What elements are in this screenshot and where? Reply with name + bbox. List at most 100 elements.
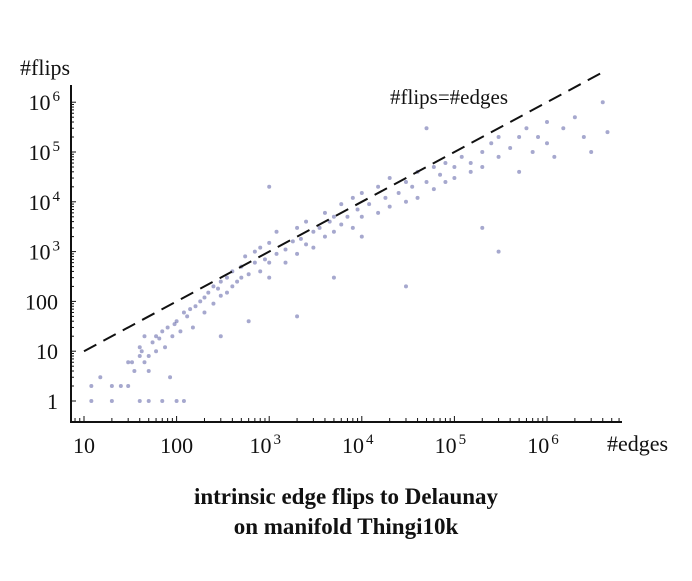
x-tick-label: 100: [160, 433, 193, 458]
data-point: [508, 146, 513, 151]
data-point: [243, 254, 248, 259]
data-point: [262, 257, 267, 262]
y-tick-label: 10 4: [29, 189, 61, 215]
data-point: [163, 345, 168, 350]
data-point: [403, 179, 408, 184]
data-point: [181, 310, 186, 315]
y-tick-label: 10 6: [29, 89, 61, 115]
data-point: [452, 164, 457, 169]
data-point: [376, 210, 381, 215]
data-point: [258, 269, 263, 274]
data-point: [359, 214, 364, 219]
data-point: [98, 375, 103, 380]
data-point: [424, 179, 429, 184]
data-point: [387, 204, 392, 209]
data-point: [178, 329, 183, 334]
data-point: [524, 126, 529, 131]
data-point: [331, 229, 336, 234]
data-point: [206, 290, 211, 295]
data-point: [126, 360, 131, 365]
data-point: [536, 135, 541, 140]
data-point: [246, 319, 251, 324]
data-point: [218, 279, 223, 284]
data-point: [230, 284, 235, 289]
reference-line-label: #flips=#edges: [390, 85, 508, 109]
data-point: [168, 375, 173, 380]
data-point: [274, 229, 279, 234]
data-point: [235, 279, 240, 284]
data-point: [157, 336, 162, 341]
data-point: [339, 202, 344, 207]
data-point: [489, 141, 494, 146]
data-point: [160, 329, 165, 334]
data-point: [387, 176, 392, 181]
data-point: [298, 236, 303, 241]
data-point: [283, 247, 288, 252]
data-point: [350, 225, 355, 230]
data-point: [142, 360, 147, 365]
data-point: [252, 260, 257, 265]
data-point: [202, 295, 207, 300]
data-point: [218, 293, 223, 298]
data-point: [283, 260, 288, 265]
data-point: [589, 150, 594, 154]
data-point: [355, 207, 360, 212]
data-point: [350, 195, 355, 200]
data-point: [267, 260, 272, 265]
data-point: [185, 314, 190, 319]
data-point: [605, 130, 610, 135]
data-point: [274, 251, 279, 256]
data-point: [496, 135, 501, 140]
data-point: [367, 202, 372, 207]
data-point: [322, 234, 327, 239]
data-point: [146, 399, 151, 403]
data-point: [109, 384, 114, 389]
data-point: [267, 184, 272, 189]
data-point: [118, 384, 123, 389]
data-point: [311, 245, 316, 250]
data-point: [181, 399, 186, 403]
data-point: [403, 199, 408, 204]
data-point: [165, 325, 170, 330]
y-tick-label: 10 5: [29, 139, 61, 165]
data-point: [438, 172, 443, 177]
y-tick-label: 10: [36, 339, 58, 364]
data-point: [424, 126, 429, 131]
data-point: [170, 334, 175, 339]
data-point: [258, 245, 263, 250]
data-point: [304, 242, 309, 247]
data-point: [224, 290, 229, 295]
data-point: [146, 369, 151, 374]
data-point: [517, 169, 522, 174]
data-point: [410, 184, 415, 189]
chart-title: intrinsic edge flips to Delaunay: [193, 484, 499, 509]
data-point: [376, 184, 381, 189]
data-point: [403, 284, 408, 289]
data-point: [359, 191, 364, 196]
data-point: [468, 161, 473, 166]
data-point: [480, 150, 485, 154]
data-point: [480, 164, 485, 169]
data-point: [552, 154, 557, 159]
data-point: [126, 384, 131, 389]
data-point: [174, 399, 179, 403]
data-point: [517, 135, 522, 140]
data-point: [132, 369, 137, 374]
data-point: [317, 225, 322, 230]
data-point: [211, 284, 216, 289]
data-point: [137, 399, 142, 403]
data-point: [89, 399, 94, 403]
data-point: [267, 240, 272, 245]
data-point: [339, 222, 344, 227]
data-point: [216, 286, 221, 291]
data-point: [431, 187, 436, 192]
x-tick-label: 10 6: [527, 432, 559, 458]
data-point: [311, 229, 316, 234]
data-point: [295, 251, 300, 256]
data-point: [239, 275, 244, 280]
data-point: [137, 345, 142, 350]
data-point: [198, 299, 203, 304]
data-point: [468, 169, 473, 174]
data-point: [295, 225, 300, 230]
